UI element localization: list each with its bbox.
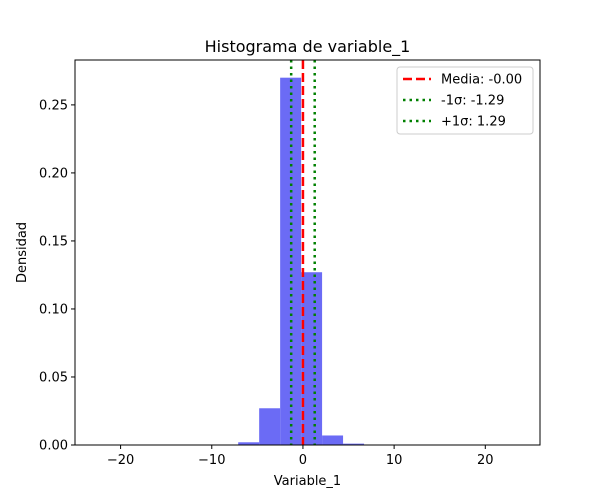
plot-frame — [74, 59, 541, 446]
histogram-bars — [238, 77, 365, 445]
legend-box — [396, 66, 534, 135]
histogram-bar — [280, 77, 302, 445]
x-tick-label: 0 — [299, 453, 307, 468]
histogram-bar — [322, 435, 344, 445]
legend-entry: Media: -0.00 — [441, 73, 522, 88]
legend-entry: +1σ: 1.29 — [441, 115, 506, 130]
x-tick-label: 20 — [477, 453, 494, 468]
y-tick-label: 0.00 — [39, 439, 68, 454]
x-axis-label: Variable_1 — [274, 474, 341, 489]
y-axis: 0.00 0.05 0.10 0.15 0.20 0.25 — [39, 98, 75, 454]
y-tick-label: 0.10 — [39, 302, 68, 317]
y-tick-label: 0.15 — [39, 234, 68, 249]
histogram-bar — [343, 443, 365, 445]
x-tick-label: −20 — [107, 453, 134, 468]
y-axis-label: Densidad — [15, 222, 30, 283]
y-tick-label: 0.25 — [39, 98, 68, 113]
reference-lines — [289, 60, 316, 445]
legend-entry: -1σ: -1.29 — [441, 94, 504, 109]
legend: Media: -0.00 -1σ: -1.29 +1σ: 1.29 — [396, 66, 534, 135]
histogram-bar — [238, 442, 260, 445]
chart-title: Histograma de variable_1 — [205, 37, 411, 57]
x-tick-label: 10 — [386, 453, 403, 468]
y-tick-label: 0.20 — [39, 166, 68, 181]
histogram-bar — [301, 272, 323, 445]
y-tick-label: 0.05 — [39, 370, 68, 385]
x-axis: −20 −10 0 10 20 — [107, 445, 494, 468]
histogram-bar — [259, 408, 281, 445]
x-tick-label: −10 — [198, 453, 225, 468]
